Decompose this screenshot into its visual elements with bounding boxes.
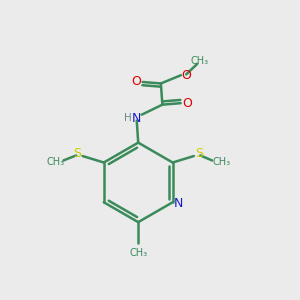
Text: S: S: [73, 147, 81, 160]
Text: S: S: [195, 147, 203, 160]
Text: CH₃: CH₃: [212, 157, 231, 167]
Text: CH₃: CH₃: [191, 56, 209, 66]
Text: N: N: [132, 112, 141, 125]
Text: O: O: [181, 69, 191, 82]
Text: CH₃: CH₃: [129, 248, 147, 258]
Text: CH₃: CH₃: [46, 157, 64, 167]
Text: O: O: [182, 97, 192, 110]
Text: O: O: [131, 75, 141, 88]
Text: N: N: [173, 197, 183, 210]
Text: H: H: [124, 113, 132, 123]
